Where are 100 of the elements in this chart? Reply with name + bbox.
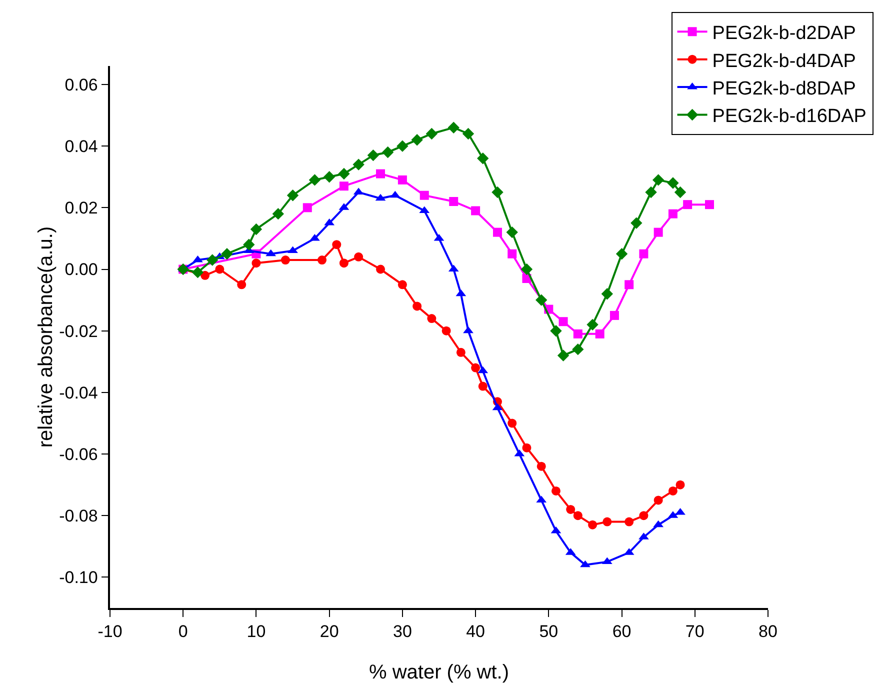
legend-label: PEG2k-b-d2DAP	[712, 23, 856, 44]
point	[243, 238, 255, 250]
point	[426, 128, 438, 140]
point	[668, 209, 678, 218]
point	[536, 462, 546, 471]
point	[352, 158, 364, 170]
x-axis-title: % water (% wt.)	[368, 662, 510, 684]
point	[332, 240, 342, 250]
point	[398, 280, 407, 290]
legend-label: PEG2k-b-d4DAP	[712, 50, 856, 72]
y-tick-label: 0.00	[64, 260, 98, 280]
point	[471, 206, 480, 216]
point	[318, 256, 327, 265]
point	[471, 363, 480, 372]
point	[478, 382, 488, 391]
point	[667, 177, 679, 189]
point	[338, 168, 350, 180]
point	[420, 190, 429, 200]
point	[624, 517, 634, 526]
point	[639, 249, 648, 258]
point	[705, 200, 714, 210]
point	[250, 223, 262, 236]
point	[630, 217, 642, 229]
point	[310, 234, 320, 241]
point	[586, 318, 598, 331]
point	[639, 511, 648, 520]
point	[551, 486, 560, 496]
point	[398, 175, 407, 184]
point	[616, 248, 628, 260]
point	[652, 174, 664, 186]
point	[462, 128, 474, 140]
point	[427, 314, 436, 324]
point	[508, 249, 517, 258]
y-tick-label: -0.08	[59, 506, 98, 526]
point	[588, 520, 598, 530]
point	[674, 186, 686, 198]
point	[492, 186, 504, 198]
point	[354, 252, 364, 262]
x-tick-label: 40	[466, 622, 486, 642]
point	[557, 350, 570, 362]
x-tick-label: 60	[612, 622, 632, 642]
point	[448, 122, 460, 134]
point	[339, 258, 348, 268]
y-tick-label: 0.06	[64, 75, 98, 94]
point	[286, 189, 299, 202]
point	[508, 418, 517, 428]
point	[624, 280, 634, 290]
point	[308, 174, 321, 186]
point	[288, 246, 298, 254]
point	[382, 146, 394, 158]
point	[610, 310, 619, 320]
point	[477, 152, 489, 164]
y-tick-label: 0.04	[64, 137, 98, 156]
y-tick-label: -0.10	[59, 568, 98, 588]
point	[536, 294, 548, 306]
point	[572, 343, 584, 356]
legend-label: PEG2k-b-d16DAP	[712, 106, 866, 128]
point	[206, 254, 218, 266]
point	[573, 511, 582, 520]
point	[654, 496, 663, 505]
point	[412, 302, 422, 311]
point	[200, 270, 210, 280]
point	[367, 149, 380, 162]
x-tick-label: 30	[392, 622, 412, 642]
point	[411, 134, 423, 146]
point	[668, 486, 678, 496]
point	[506, 226, 518, 238]
point	[676, 480, 685, 490]
point	[558, 317, 568, 326]
point	[456, 348, 466, 357]
point	[520, 263, 533, 276]
point	[442, 326, 451, 336]
point	[192, 266, 204, 278]
point	[215, 264, 224, 274]
y-tick-label: -0.04	[59, 383, 98, 402]
x-tick-label: 50	[539, 622, 558, 642]
point	[376, 169, 386, 178]
y-axis-title: relative absorbance(a.u.)	[35, 226, 58, 448]
point	[645, 186, 657, 198]
point	[302, 203, 312, 212]
y-tick-label: -0.02	[59, 322, 98, 341]
point	[601, 288, 614, 300]
point	[280, 256, 290, 265]
point	[323, 171, 336, 183]
x-tick-label: 80	[758, 622, 778, 642]
point	[396, 140, 408, 152]
point	[492, 228, 502, 237]
point	[449, 197, 458, 206]
point	[522, 443, 532, 452]
x-tick-label: 70	[685, 622, 704, 642]
point	[573, 329, 582, 338]
point	[602, 517, 612, 526]
x-tick-label: -10	[98, 622, 122, 642]
y-tick-label: -0.06	[59, 444, 98, 464]
legend-label: PEG2k-b-d8DAP	[712, 78, 856, 100]
point	[237, 280, 246, 290]
point	[566, 504, 576, 514]
y-tick-label: 0.02	[64, 198, 98, 218]
x-tick-label: 10	[246, 622, 266, 642]
point	[580, 560, 590, 568]
